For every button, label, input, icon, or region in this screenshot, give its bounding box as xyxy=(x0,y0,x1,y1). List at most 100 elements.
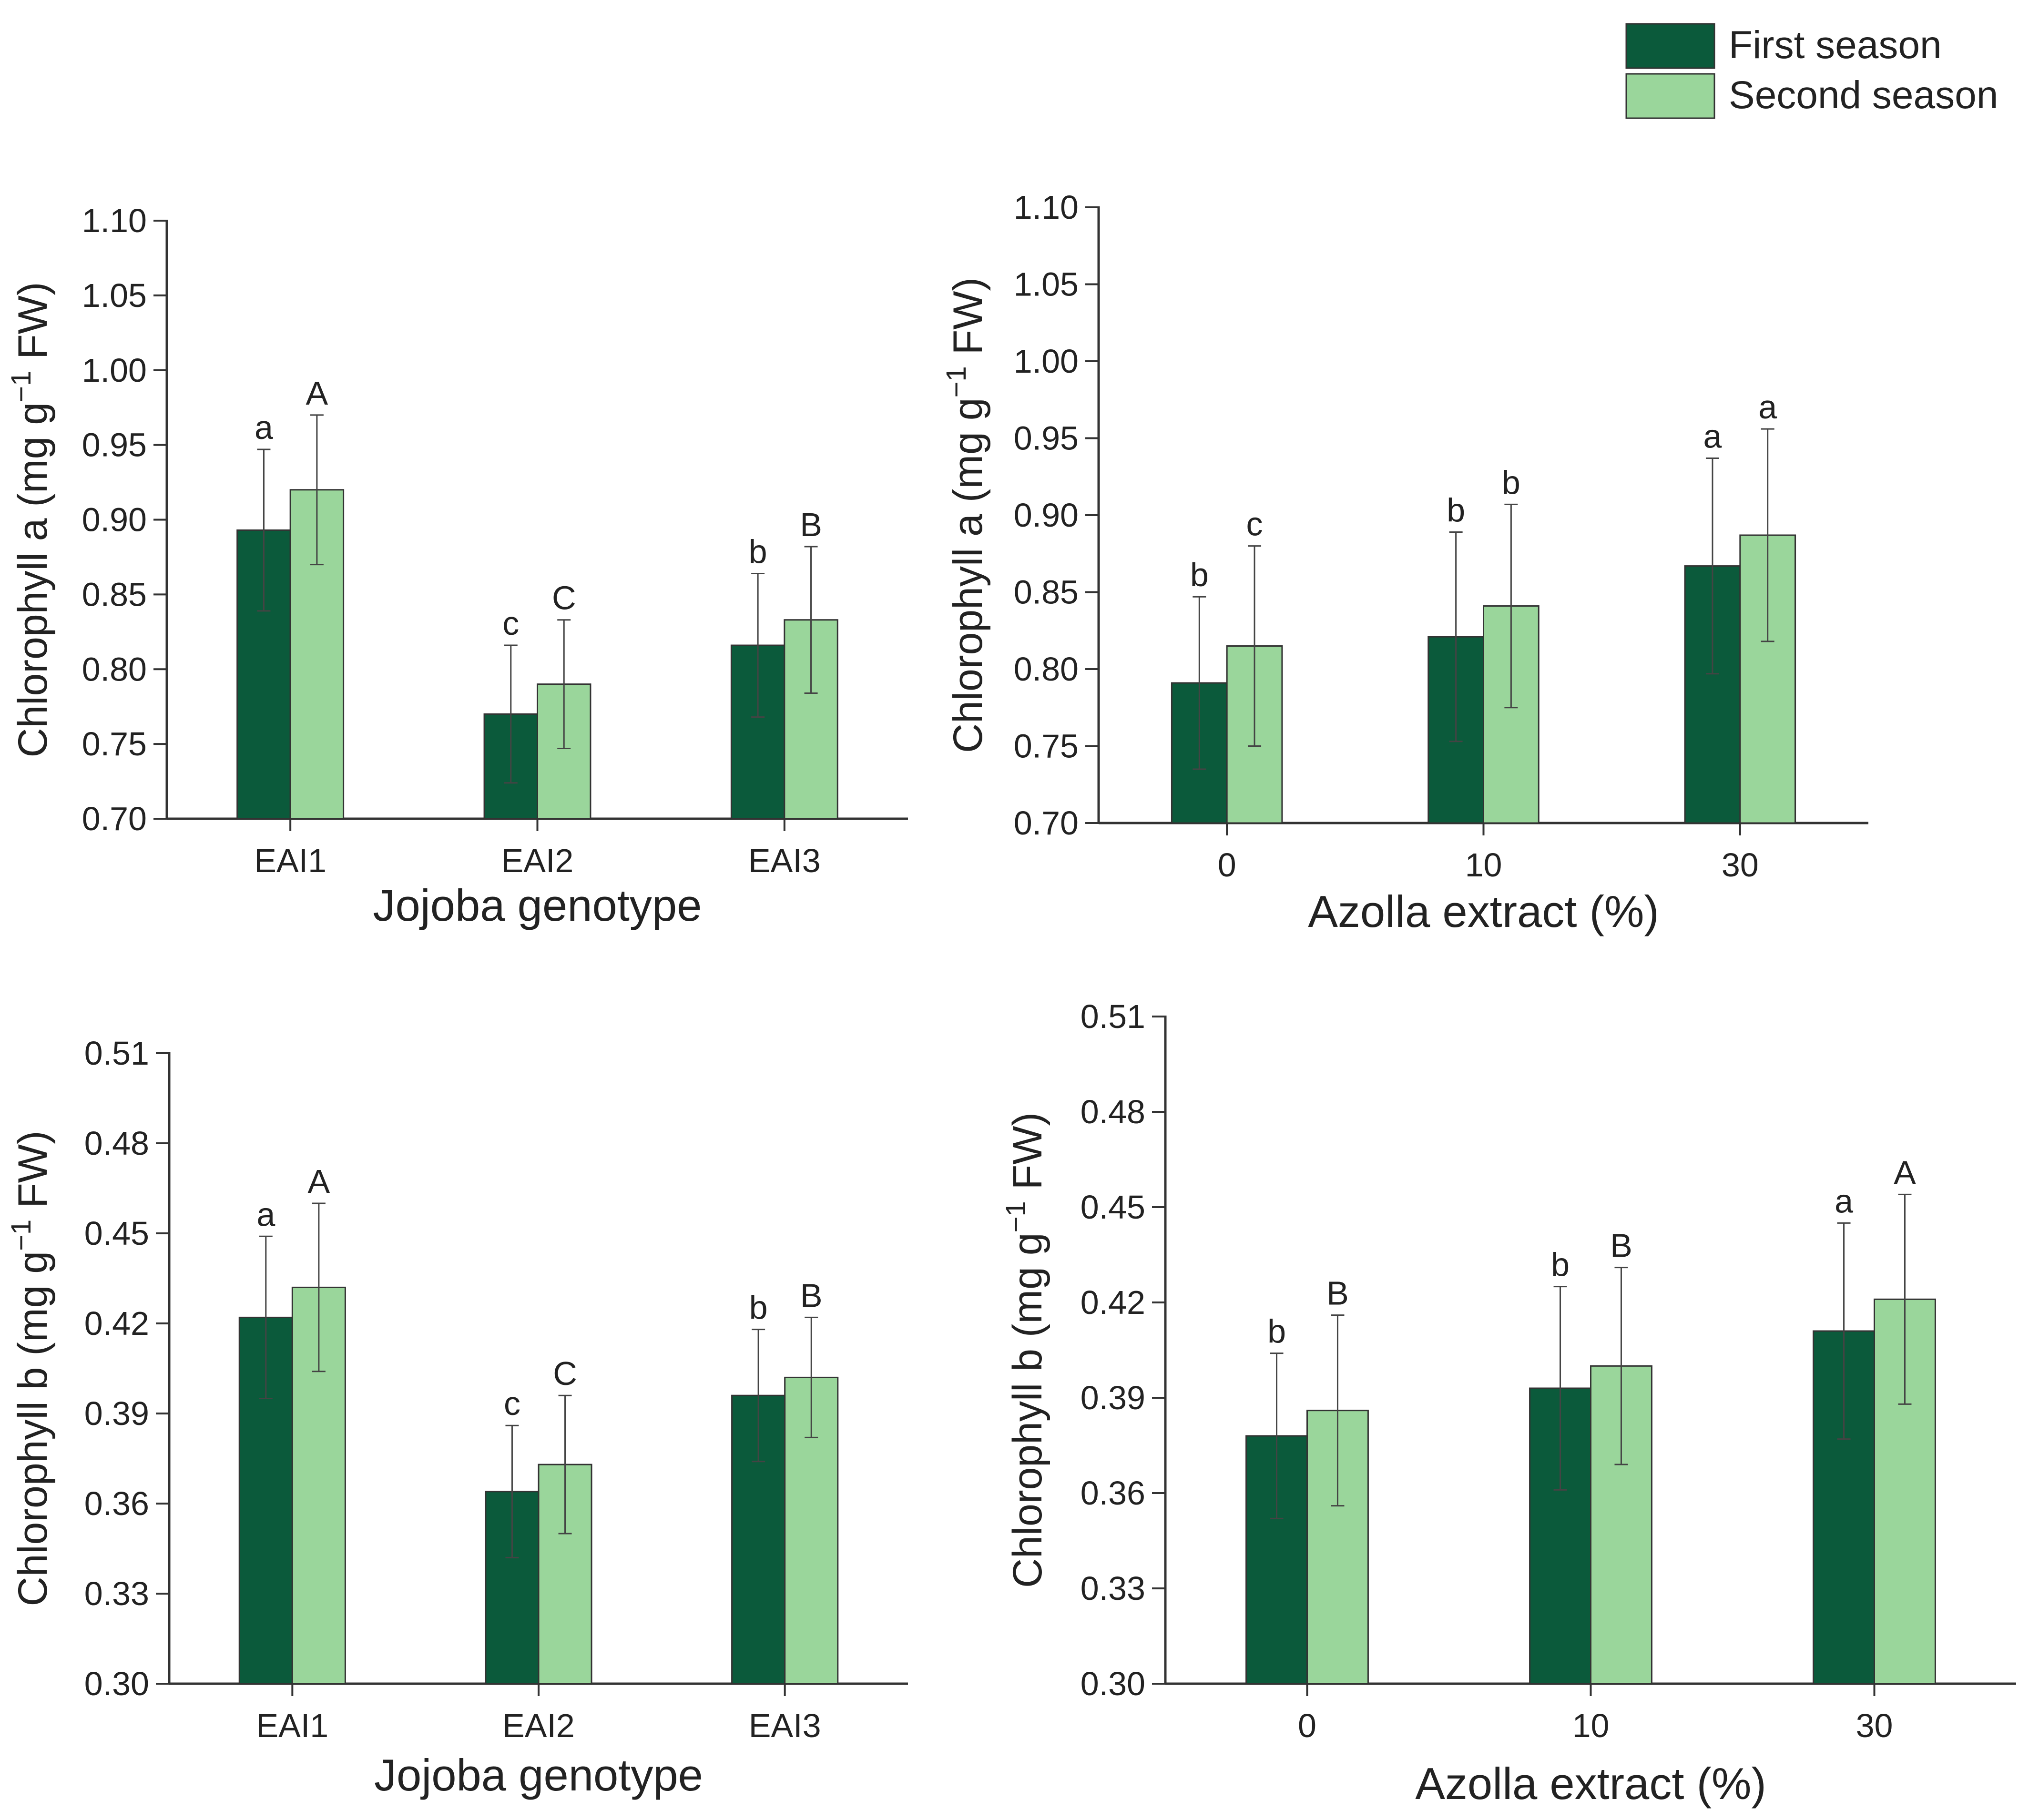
chart-panels: 0.70 0.75 0.80 0.85 0.90 0.95 1.00 1.05 1.10 EAI1… xyxy=(6,189,2016,1809)
significance-letter: c xyxy=(504,1385,520,1422)
significance-letter: b xyxy=(749,533,767,570)
significance-letter: b xyxy=(1190,556,1209,593)
y-axis-title-main: Chlorophyll b (mg g xyxy=(10,1251,56,1606)
x-tick-label: 0 xyxy=(1298,1707,1316,1744)
y-axis-title: Chlorophyll b (mg g−1 FW) xyxy=(1000,1112,1050,1588)
x-tick-label: EAI2 xyxy=(502,1707,575,1744)
significance-letter: a xyxy=(1703,417,1722,455)
y-axis-title: Chlorophyll a (mg g−1 FW) xyxy=(941,277,991,753)
y-tick-label: 0.36 xyxy=(1081,1474,1145,1512)
y-tick-label: 0.75 xyxy=(1014,728,1079,765)
y-axis-title: Chlorophyll a (mg g−1 FW) xyxy=(6,282,56,757)
y-tick-label: 1.00 xyxy=(1014,343,1079,380)
x-axis-title: Azolla extract (%) xyxy=(1308,886,1659,936)
significance-letter: B xyxy=(800,1277,823,1314)
x-axis-title: Jojoba genotype xyxy=(374,1750,703,1800)
significance-letter: B xyxy=(800,506,822,543)
chart-a-genotype: 0.70 0.75 0.80 0.85 0.90 0.95 1.00 1.05 1.10 EAI1… xyxy=(6,202,908,930)
legend: First season Second season xyxy=(1625,23,1998,119)
chart-b-genotype: 0.30 0.33 0.36 0.39 0.42 0.45 0.48 0.51 EAI1 aA EA… xyxy=(6,1035,908,1800)
legend-label-first-season: First season xyxy=(1729,23,1942,67)
y-tick-label: 0.51 xyxy=(1081,998,1145,1035)
y-axis-title-unit: FW) xyxy=(10,1130,56,1219)
y-tick-label: 0.42 xyxy=(1081,1284,1145,1321)
significance-letter: a xyxy=(255,409,273,446)
y-axis-title: Chlorophyll b (mg g−1 FW) xyxy=(6,1130,56,1606)
significance-letter: C xyxy=(552,580,576,617)
y-tick-label: 1.10 xyxy=(82,202,147,239)
x-axis-title: Azolla extract (%) xyxy=(1415,1759,1766,1809)
y-tick-label: 1.05 xyxy=(82,277,147,314)
y-axis-title-superscript: −1 xyxy=(6,1220,37,1251)
y-tick-label: 0.30 xyxy=(84,1665,149,1702)
significance-letter: b xyxy=(1447,492,1465,529)
y-tick-label: 0.42 xyxy=(84,1305,149,1342)
significance-letter: a xyxy=(256,1196,275,1233)
y-axis-title-superscript: −1 xyxy=(941,366,972,397)
significance-letter: b xyxy=(749,1289,768,1326)
y-tick-label: 0.95 xyxy=(82,427,147,464)
y-axis-title-superscript: −1 xyxy=(1000,1201,1031,1232)
y-axis-title-unit: FW) xyxy=(10,282,56,370)
significance-letter: c xyxy=(1246,506,1263,543)
legend-swatch-second-season xyxy=(1625,73,1715,119)
y-axis-title-superscript: −1 xyxy=(6,371,37,402)
y-tick-label: 0.33 xyxy=(1081,1570,1145,1607)
x-tick-label: EAI2 xyxy=(501,842,574,879)
y-tick-label: 0.30 xyxy=(1081,1665,1145,1702)
y-tick-label: 0.45 xyxy=(84,1215,149,1252)
y-tick-label: 0.48 xyxy=(84,1125,149,1162)
y-tick-label: 0.90 xyxy=(82,501,147,539)
y-tick-label: 0.70 xyxy=(1014,804,1079,842)
x-tick-label: 30 xyxy=(1722,846,1759,884)
y-tick-label: 0.80 xyxy=(1014,651,1079,688)
legend-swatch-first-season xyxy=(1625,23,1715,69)
significance-letter: B xyxy=(1610,1227,1632,1264)
significance-letter: C xyxy=(553,1355,577,1392)
y-tick-label: 1.00 xyxy=(82,352,147,389)
significance-letter: B xyxy=(1326,1275,1349,1312)
y-tick-label: 1.05 xyxy=(1014,266,1079,303)
significance-letter: A xyxy=(306,375,328,412)
chart-a-azolla: 0.700.750.800.850.900.951.001.051.100bc1… xyxy=(941,189,1868,936)
y-tick-label: 0.45 xyxy=(1081,1189,1145,1226)
y-tick-label: 0.75 xyxy=(82,725,147,763)
y-axis-title-main: Chlorophyll b (mg g xyxy=(1005,1232,1050,1588)
x-tick-label: 0 xyxy=(1218,846,1236,884)
y-tick-label: 0.39 xyxy=(84,1395,149,1432)
significance-letter: c xyxy=(502,605,519,642)
x-tick-label: 10 xyxy=(1465,846,1502,884)
x-tick-label: EAI1 xyxy=(254,842,326,879)
y-tick-label: 0.51 xyxy=(84,1035,149,1072)
y-axis-title-main: Chlorophyll a (mg g xyxy=(10,402,56,758)
y-tick-label: 0.48 xyxy=(1081,1093,1145,1130)
x-tick-label: 10 xyxy=(1572,1707,1610,1744)
x-tick-label: 30 xyxy=(1856,1707,1893,1744)
x-tick-label: EAI3 xyxy=(748,842,821,879)
significance-letter: a xyxy=(1758,388,1777,426)
legend-label-second-season: Second season xyxy=(1729,73,1998,117)
significance-letter: A xyxy=(1894,1154,1916,1191)
significance-letter: A xyxy=(308,1163,330,1200)
y-tick-label: 0.85 xyxy=(1014,574,1079,611)
x-axis-title: Jojoba genotype xyxy=(373,880,702,930)
significance-letter: b xyxy=(1551,1246,1570,1283)
y-tick-label: 0.39 xyxy=(1081,1379,1145,1416)
significance-letter: a xyxy=(1835,1182,1853,1220)
x-tick-label: EAI1 xyxy=(256,1707,328,1744)
y-tick-label: 0.80 xyxy=(82,651,147,688)
significance-letter: b xyxy=(1267,1313,1286,1350)
x-tick-label: EAI3 xyxy=(749,1707,821,1744)
y-tick-label: 0.36 xyxy=(84,1485,149,1522)
chart-b-azolla: 0.30 0.33 0.36 0.39 0.42 0.45 0.48 0.51 0 b B 10 b B 3… xyxy=(1000,998,2016,1809)
y-axis-title-unit: FW) xyxy=(945,277,991,366)
y-axis-title-main: Chlorophyll a (mg g xyxy=(945,397,991,753)
y-tick-label: 0.33 xyxy=(84,1575,149,1612)
y-tick-label: 0.70 xyxy=(82,800,147,837)
significance-letter: b xyxy=(1502,464,1520,501)
y-tick-label: 1.10 xyxy=(1014,189,1079,226)
y-tick-label: 0.90 xyxy=(1014,497,1079,534)
y-axis-title-unit: FW) xyxy=(1005,1112,1050,1201)
y-tick-label: 0.85 xyxy=(82,576,147,613)
